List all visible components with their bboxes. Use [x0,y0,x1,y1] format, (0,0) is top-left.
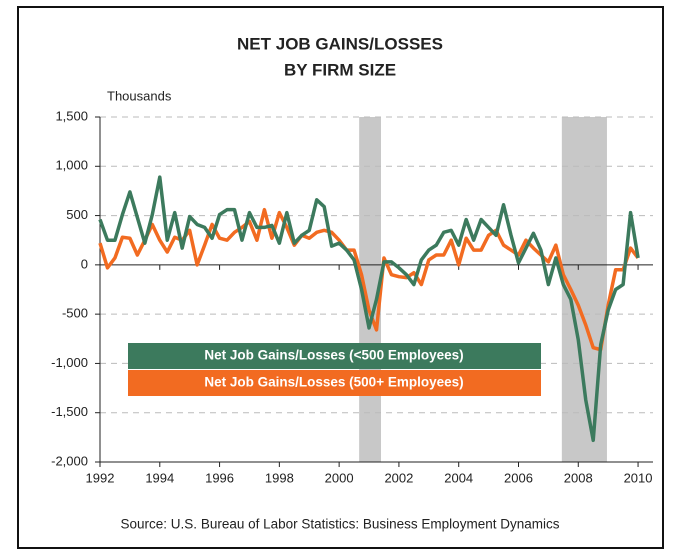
recession-band [561,117,607,462]
y-tick-label: 1,000 [55,158,88,173]
y-tick-label: -2,000 [51,453,88,468]
series-line [98,207,640,352]
x-tick-label: 1998 [265,470,294,485]
x-tick-label: 1992 [86,470,115,485]
x-tick-label: 2010 [624,470,653,485]
y-axis-label: Thousands [107,88,172,103]
chart-title: NET JOB GAINS/LOSSES [237,34,443,53]
series-line [98,175,640,443]
y-tick-label: -500 [62,306,88,321]
x-tick-label: 1994 [145,470,174,485]
y-tick-label: -1,000 [51,355,88,370]
x-tick-label: 2008 [564,470,593,485]
x-tick-label: 2006 [504,470,533,485]
y-tick-label: 0 [81,256,88,271]
legend-swatch [128,343,541,369]
y-tick-label: 500 [66,207,88,222]
x-tick-label: 2000 [325,470,354,485]
frame [17,6,664,549]
source: Source: U.S. Bureau of Labor Statistics:… [121,517,560,532]
legend-label: Net Job Gains/Losses (500+ Employees) [204,375,463,390]
legend-label: Net Job Gains/Losses (<500 Employees) [204,348,463,363]
x-tick-label: 2004 [444,470,473,485]
y-tick-label: -1,500 [51,404,88,419]
chart-title: BY FIRM SIZE [284,60,396,79]
y-tick-label: 1,500 [55,108,88,123]
legend-swatch [128,370,541,396]
x-tick-label: 1996 [205,470,234,485]
x-tick-label: 2002 [384,470,413,485]
